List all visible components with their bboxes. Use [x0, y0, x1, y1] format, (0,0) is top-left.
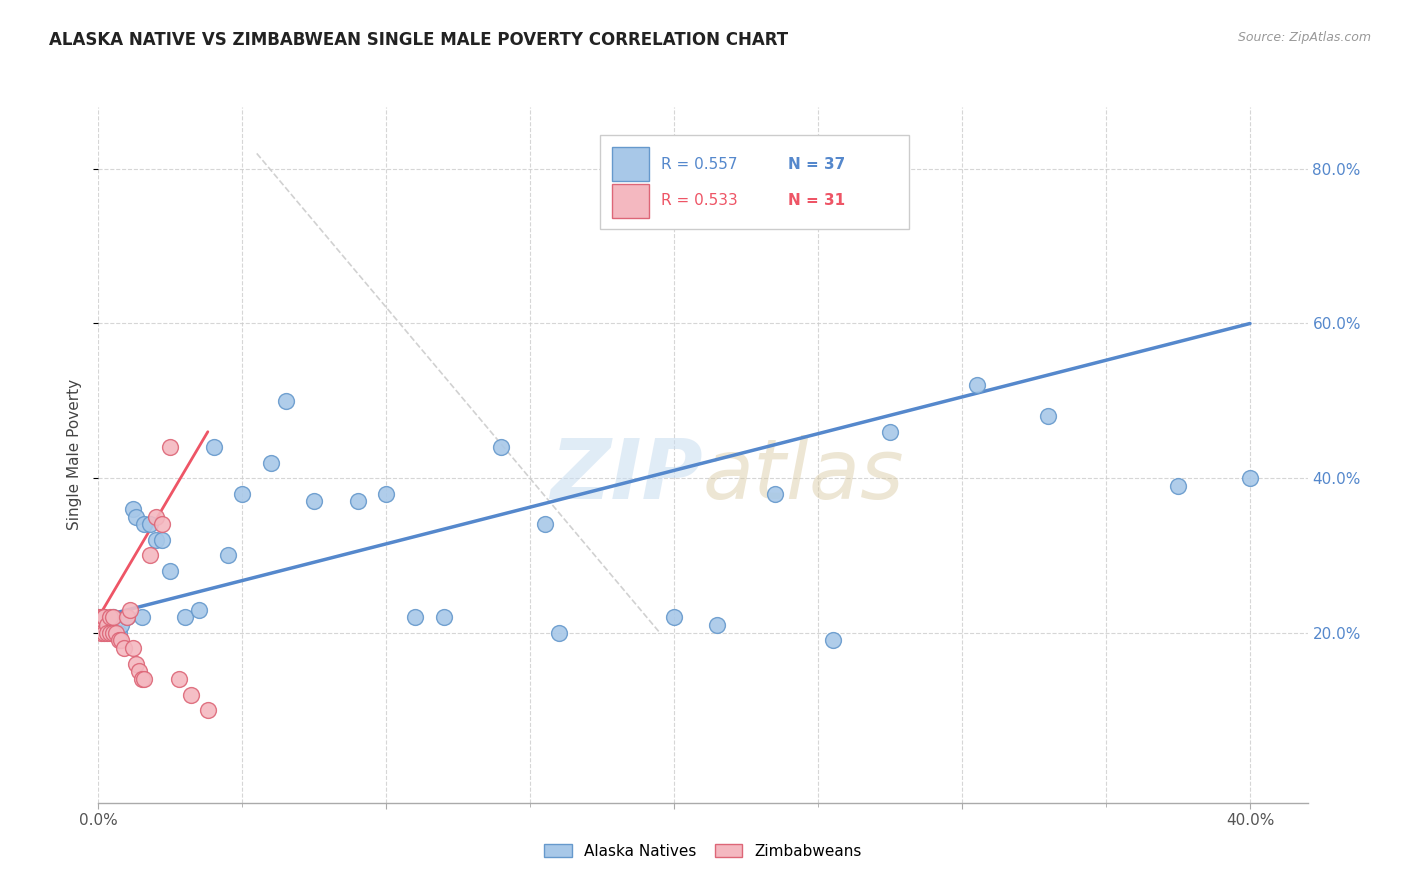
- Text: R = 0.533: R = 0.533: [661, 194, 737, 209]
- Point: [101, 610, 124, 624]
- Point: [763, 486, 786, 500]
- FancyBboxPatch shape: [600, 135, 908, 229]
- Point: [167, 672, 190, 686]
- Point: [101, 610, 124, 624]
- Point: [122, 502, 145, 516]
- Point: [110, 618, 132, 632]
- Point: [188, 602, 211, 616]
- Point: [125, 657, 148, 671]
- Text: N = 37: N = 37: [787, 157, 845, 171]
- Point: [98, 625, 121, 640]
- Y-axis label: Single Male Poverty: Single Male Poverty: [67, 379, 83, 531]
- Point: [966, 378, 988, 392]
- Point: [879, 425, 901, 439]
- Point: [159, 564, 181, 578]
- Point: [304, 494, 326, 508]
- Text: ZIP: ZIP: [550, 435, 703, 516]
- Point: [150, 517, 173, 532]
- Point: [122, 641, 145, 656]
- Point: [90, 618, 112, 632]
- Point: [104, 625, 127, 640]
- Point: [96, 625, 118, 640]
- Point: [150, 533, 173, 547]
- Point: [120, 602, 142, 616]
- Point: [1167, 479, 1189, 493]
- Point: [87, 610, 110, 624]
- Point: [1038, 409, 1060, 424]
- Legend: Alaska Natives, Zimbabweans: Alaska Natives, Zimbabweans: [538, 838, 868, 864]
- Point: [115, 610, 138, 624]
- Point: [110, 633, 132, 648]
- Point: [821, 633, 844, 648]
- Point: [128, 665, 150, 679]
- Point: [274, 393, 297, 408]
- Point: [217, 549, 239, 563]
- Point: [375, 486, 398, 500]
- Point: [107, 633, 129, 648]
- Text: N = 31: N = 31: [787, 194, 845, 209]
- Point: [159, 440, 181, 454]
- Point: [107, 625, 129, 640]
- Point: [125, 509, 148, 524]
- Text: atlas: atlas: [703, 435, 904, 516]
- Bar: [613, 185, 648, 218]
- Point: [1239, 471, 1261, 485]
- Point: [90, 610, 112, 624]
- Point: [664, 610, 686, 624]
- Point: [533, 517, 555, 532]
- Point: [93, 625, 115, 640]
- Point: [145, 509, 167, 524]
- Point: [706, 618, 728, 632]
- Point: [93, 610, 115, 624]
- Point: [134, 672, 156, 686]
- Point: [131, 672, 153, 686]
- Point: [173, 610, 195, 624]
- Point: [96, 618, 118, 632]
- Point: [548, 625, 571, 640]
- Point: [131, 610, 153, 624]
- Point: [96, 618, 118, 632]
- Point: [98, 610, 121, 624]
- Point: [134, 517, 156, 532]
- Point: [260, 456, 283, 470]
- Text: R = 0.557: R = 0.557: [661, 157, 737, 171]
- Point: [197, 703, 219, 717]
- Point: [404, 610, 426, 624]
- Point: [139, 517, 162, 532]
- Point: [231, 486, 253, 500]
- Point: [115, 610, 138, 624]
- Point: [202, 440, 225, 454]
- Point: [145, 533, 167, 547]
- Point: [180, 688, 202, 702]
- Text: ALASKA NATIVE VS ZIMBABWEAN SINGLE MALE POVERTY CORRELATION CHART: ALASKA NATIVE VS ZIMBABWEAN SINGLE MALE …: [49, 31, 789, 49]
- Point: [93, 610, 115, 624]
- Point: [346, 494, 368, 508]
- Point: [112, 641, 135, 656]
- Point: [101, 625, 124, 640]
- Text: Source: ZipAtlas.com: Source: ZipAtlas.com: [1237, 31, 1371, 45]
- Point: [433, 610, 456, 624]
- Point: [491, 440, 513, 454]
- Bar: [613, 147, 648, 181]
- Point: [90, 625, 112, 640]
- Point: [139, 549, 162, 563]
